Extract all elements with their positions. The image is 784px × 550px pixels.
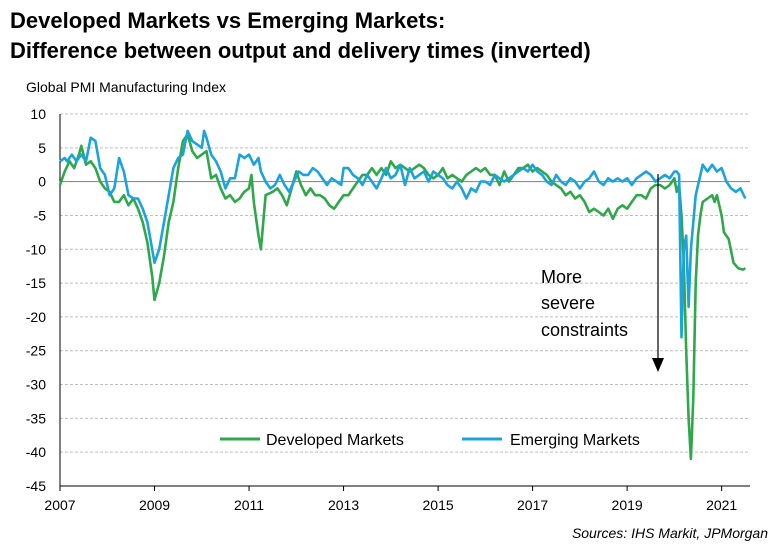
y-tick-label: -40 <box>26 444 46 460</box>
y-tick-label: -25 <box>26 343 46 359</box>
x-tick-label: 2009 <box>139 497 170 513</box>
legend: Developed Markets Emerging Markets <box>220 432 640 449</box>
x-tick-label: 2021 <box>706 497 737 513</box>
emerging-markets-line <box>59 129 747 339</box>
x-tick-label: 2007 <box>44 497 75 513</box>
y-tick-label: -15 <box>26 275 46 291</box>
annotation: More severe constraints <box>541 174 664 372</box>
x-tick-label: 2019 <box>612 497 643 513</box>
title-line-1: Developed Markets vs Emerging Markets: <box>10 8 446 33</box>
chart-title: Developed Markets vs Emerging Markets: D… <box>10 6 591 66</box>
legend-label-emerging: Emerging Markets <box>510 432 640 449</box>
y-tick-label: 10 <box>30 106 46 122</box>
y-tick-label: 0 <box>38 174 46 190</box>
x-tick-label: 2017 <box>517 497 548 513</box>
x-tick-label: 2013 <box>328 497 359 513</box>
x-tick-label: 2011 <box>234 497 264 513</box>
title-line-2: Difference between output and delivery t… <box>10 38 591 63</box>
y-axis-label: Global PMI Manufacturing Index <box>26 79 226 95</box>
y-tick-label: -10 <box>26 241 46 257</box>
y-tick-label: -30 <box>26 377 46 393</box>
legend-label-developed: Developed Markets <box>266 432 404 449</box>
grid-lines <box>59 113 750 487</box>
annotation-arrow-head <box>652 358 664 372</box>
x-tick-labels: 2007 2009 2011 2013 2015 2017 2019 2021 <box>44 486 737 513</box>
y-tick-label: 5 <box>38 140 46 156</box>
source-note: Sources: IHS Markit, JPMorgan <box>571 525 768 541</box>
x-tick-label: 2015 <box>423 497 454 513</box>
y-tick-label: -5 <box>34 207 47 223</box>
series-lines <box>58 129 747 461</box>
y-tick-labels: 10 5 0 -5 -10 -15 -20 -25 -30 -35 -40 -45 <box>26 106 46 494</box>
annotation-text: constraints <box>541 320 628 340</box>
developed-markets-line <box>58 133 746 461</box>
y-tick-label: -45 <box>26 478 46 494</box>
annotation-text: More <box>541 267 582 287</box>
annotation-text: severe <box>541 293 595 313</box>
y-tick-label: -35 <box>26 410 46 426</box>
y-tick-label: -20 <box>26 309 46 325</box>
